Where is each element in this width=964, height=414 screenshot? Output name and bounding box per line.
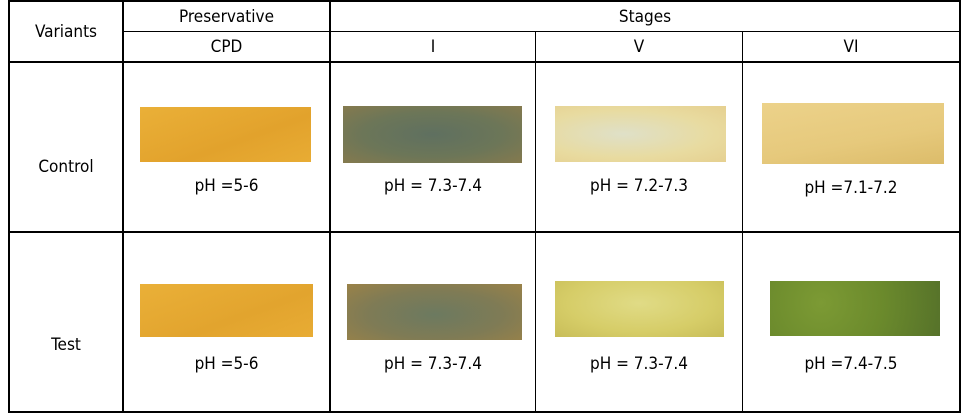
row-label-test: Test [51, 335, 81, 355]
table-border [742, 31, 743, 413]
row-label-control: Control [38, 157, 94, 177]
header-col-cpd: CPD [210, 37, 243, 57]
ph-test-stage-v: pH = 7.3-7.4 [590, 354, 688, 374]
swatch-test-stage-v [555, 281, 724, 337]
swatch-control-stage-v [555, 106, 726, 162]
table-border [959, 0, 961, 413]
ph-control-stage-i: pH = 7.3-7.4 [384, 176, 482, 196]
ph-control-cpd: pH =5-6 [194, 176, 259, 196]
header-variants: Variants [34, 22, 98, 42]
table-border [8, 411, 960, 413]
swatch-test-stage-i [347, 284, 522, 340]
ph-control-stage-v: pH = 7.2-7.3 [590, 176, 688, 196]
table-border [8, 61, 960, 63]
swatch-control-cpd [140, 107, 311, 162]
header-preservative: Preservative [178, 7, 275, 27]
swatch-test-cpd [140, 284, 313, 337]
table-border [8, 0, 960, 2]
table-border [535, 31, 536, 413]
table-border [8, 231, 960, 233]
table-border [122, 0, 124, 413]
header-col-stage-vi: VI [843, 37, 859, 57]
swatch-test-stage-vi [770, 281, 940, 336]
swatch-control-stage-vi [762, 103, 944, 164]
ph-test-stage-i: pH = 7.3-7.4 [384, 354, 482, 374]
header-stages: Stages [618, 7, 672, 27]
table-border [329, 0, 331, 413]
swatch-control-stage-i [343, 106, 522, 163]
header-col-stage-v: V [633, 37, 645, 57]
header-col-stage-i: I [430, 37, 436, 57]
ph-test-cpd: pH =5-6 [194, 354, 259, 374]
ph-test-stage-vi: pH =7.4-7.5 [804, 354, 898, 374]
table-border [8, 0, 10, 413]
ph-control-stage-vi: pH =7.1-7.2 [804, 178, 898, 198]
table-border [123, 31, 960, 32]
